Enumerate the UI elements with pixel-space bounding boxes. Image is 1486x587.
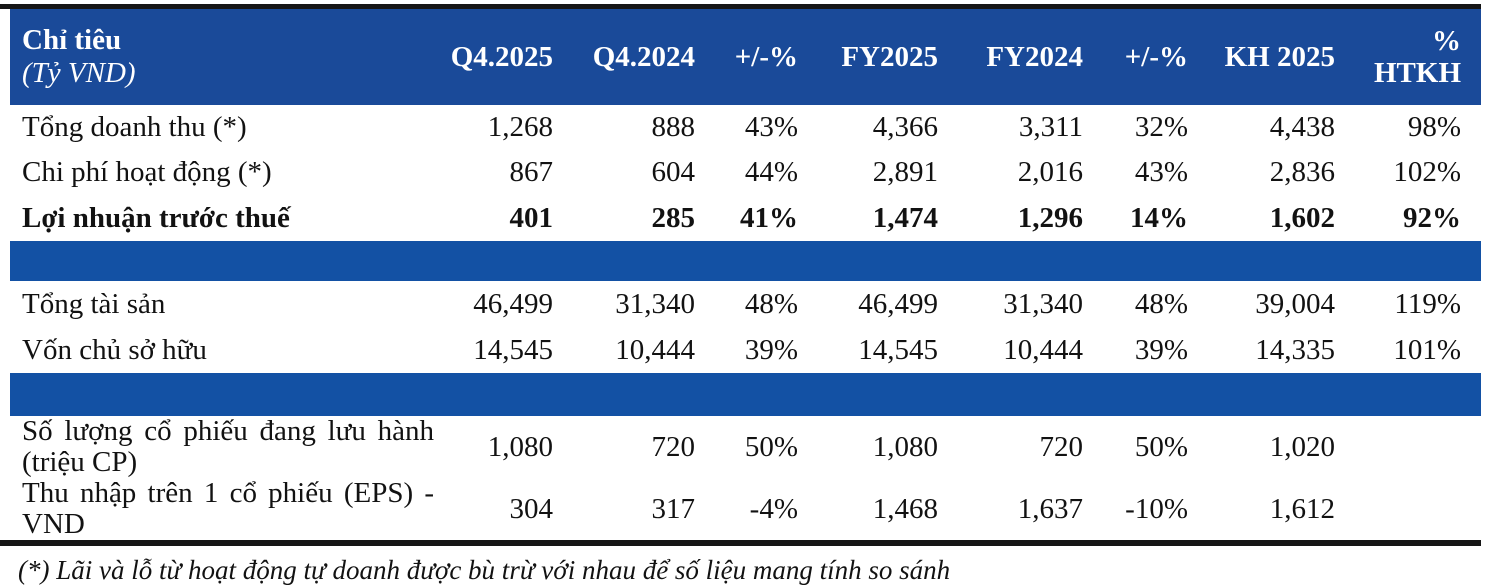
cell-value: 1,637: [1017, 492, 1083, 525]
header-cell-fy2024: FY2024: [940, 9, 1085, 105]
header-cell-yoy-change: +/-%: [1085, 9, 1190, 105]
cell-value: 1,468: [872, 492, 938, 525]
cell-value: 43%: [1134, 156, 1188, 188]
cell-value: 39,004: [1255, 287, 1335, 320]
header-cell-kh-2025: KH 2025: [1190, 9, 1337, 105]
header-cell-qoq-change: +/-%: [697, 9, 800, 105]
cell-value: 720: [1039, 430, 1084, 463]
cell-value: 2,016: [1017, 156, 1083, 188]
cell-value: 304: [509, 492, 554, 525]
cell-value: 102%: [1393, 156, 1461, 188]
cell-value: 43%: [744, 111, 798, 143]
row-label-line2: (triệu CP): [22, 446, 138, 478]
section-separator-band: [10, 373, 1481, 416]
separator-band-fill: [10, 241, 1481, 281]
cell-value: 2,836: [1269, 156, 1335, 188]
row-label-line1: Thu nhập trên 1 cổ phiếu (EPS) -: [22, 477, 434, 509]
top-divider-rule: [0, 4, 1481, 9]
cell-value: 10,444: [615, 333, 695, 366]
cell-value: 1,080: [487, 430, 553, 463]
cell-value: 1,020: [1269, 430, 1335, 463]
cell-value: 285: [651, 201, 696, 234]
row-label: Tổng doanh thu (*): [22, 111, 247, 143]
footnote-text: (*) Lãi và lỗ từ hoạt động tự doanh được…: [18, 555, 951, 585]
table-row-profit-before-tax: Lợi nhuận trước thuế 401 285 41% 1,474 1…: [10, 195, 1481, 241]
cell-value: 44%: [744, 156, 798, 188]
cell-value: 1,296: [1017, 201, 1083, 234]
cell-value: 32%: [1134, 111, 1188, 143]
row-label: Chi phí hoạt động (*): [22, 156, 272, 188]
cell-value: -10%: [1125, 492, 1188, 525]
header-cell-q4-2024: Q4.2024: [555, 9, 697, 105]
cell-value: 46,499: [473, 287, 553, 320]
cell-value: 14,545: [858, 333, 938, 366]
cell-value: 98%: [1407, 111, 1461, 143]
cell-value: 119%: [1394, 287, 1461, 320]
header-title: Chỉ tiêu: [22, 24, 122, 56]
bottom-divider-rule: [0, 540, 1481, 546]
cell-value: 14%: [1130, 201, 1188, 234]
cell-value: 1,602: [1269, 201, 1335, 234]
cell-value: 10,444: [1003, 333, 1083, 366]
cell-value: 1,268: [487, 111, 553, 143]
header-cell-pct-htkh: % HTKH: [1337, 9, 1481, 105]
cell-value: 2,891: [872, 156, 938, 188]
cell-value: 867: [509, 156, 554, 188]
cell-value: 317: [651, 492, 696, 525]
cell-value: 46,499: [858, 287, 938, 320]
row-label: Vốn chủ sở hữu: [22, 333, 207, 366]
cell-value: 604: [651, 156, 696, 188]
cell-value: 888: [651, 111, 696, 143]
cell-value: -4%: [749, 492, 798, 525]
table-row-total-assets: Tổng tài sản 46,499 31,340 48% 46,499 31…: [10, 281, 1481, 327]
cell-value: 14,545: [473, 333, 553, 366]
cell-value: 4,366: [872, 111, 938, 143]
cell-value: 3,311: [1018, 111, 1083, 143]
cell-value: 48%: [1134, 287, 1188, 320]
table-row-eps: Thu nhập trên 1 cổ phiếu (EPS) - VND 304…: [10, 478, 1481, 540]
cell-value: 1,612: [1269, 492, 1335, 525]
cell-value: [1337, 478, 1481, 540]
row-label: Lợi nhuận trước thuế: [22, 201, 290, 234]
cell-value: 720: [651, 430, 696, 463]
table-row-shares-outstanding: Số lượng cổ phiếu đang lưu hành (triệu C…: [10, 416, 1481, 478]
header-cell-criteria: Chỉ tiêu (Tỷ VND): [10, 9, 440, 105]
cell-value: 401: [509, 201, 554, 234]
cell-value: 14,335: [1255, 333, 1335, 366]
cell-value: 1,080: [872, 430, 938, 463]
table-header-row: Chỉ tiêu (Tỷ VND) Q4.2025 Q4.2024 +/-% F…: [10, 9, 1481, 105]
cell-value: 101%: [1393, 333, 1461, 366]
separator-band-fill: [10, 373, 1481, 416]
cell-value: 50%: [744, 430, 798, 463]
row-label: Số lượng cổ phiếu đang lưu hành (triệu C…: [10, 416, 440, 478]
cell-value: 31,340: [615, 287, 695, 320]
cell-value: [1337, 416, 1481, 478]
table-row-total-revenue: Tổng doanh thu (*) 1,268 888 43% 4,366 3…: [10, 105, 1481, 150]
cell-value: 41%: [740, 201, 798, 234]
cell-value: 48%: [744, 287, 798, 320]
row-label: Tổng tài sản: [22, 287, 166, 320]
cell-value: 92%: [1403, 201, 1461, 234]
row-label: Thu nhập trên 1 cổ phiếu (EPS) - VND: [10, 478, 440, 540]
table-row-owners-equity: Vốn chủ sở hữu 14,545 10,444 39% 14,545 …: [10, 327, 1481, 373]
header-unit-subtitle: (Tỷ VND): [22, 57, 136, 89]
cell-value: 50%: [1134, 430, 1188, 463]
table-row-operating-expenses: Chi phí hoạt động (*) 867 604 44% 2,891 …: [10, 150, 1481, 195]
cell-value: 1,474: [872, 201, 938, 234]
header-cell-fy2025: FY2025: [800, 9, 940, 105]
financial-results-table: Chỉ tiêu (Tỷ VND) Q4.2025 Q4.2024 +/-% F…: [10, 9, 1481, 540]
row-label-line2: VND: [22, 508, 85, 540]
cell-value: 39%: [744, 333, 798, 366]
header-cell-q4-2025: Q4.2025: [440, 9, 555, 105]
cell-value: 31,340: [1003, 287, 1083, 320]
row-label-line1: Số lượng cổ phiếu đang lưu hành: [22, 415, 434, 447]
section-separator-band: [10, 241, 1481, 281]
cell-value: 39%: [1134, 333, 1188, 366]
cell-value: 4,438: [1269, 111, 1335, 143]
